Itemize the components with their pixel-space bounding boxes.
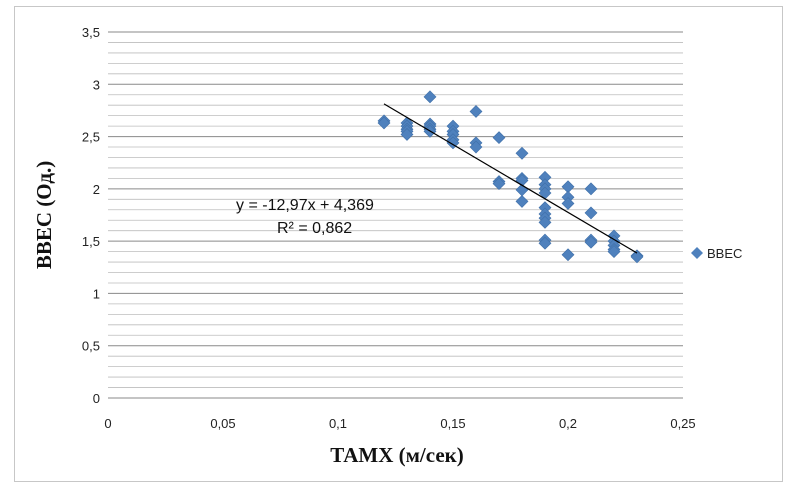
x-tick-label: 0,1 xyxy=(329,416,347,431)
data-point xyxy=(423,90,437,104)
data-point xyxy=(469,140,483,154)
data-point xyxy=(492,177,506,191)
data-point xyxy=(561,197,575,210)
data-points xyxy=(377,90,644,264)
x-tick-label: 0,25 xyxy=(670,416,695,431)
data-point xyxy=(584,206,598,220)
trendline xyxy=(383,103,638,254)
data-point xyxy=(377,116,391,130)
y-tick-label: 1,5 xyxy=(82,234,100,249)
data-point xyxy=(400,128,414,141)
y-tick-label: 3,5 xyxy=(82,25,100,40)
y-tick-label: 0 xyxy=(93,391,100,406)
x-axis-title: ТАМХ (м/сек) xyxy=(330,443,464,467)
data-point xyxy=(561,248,575,262)
chart-area xyxy=(14,6,783,482)
trendline-r-squared: R² = 0,862 xyxy=(277,220,352,237)
x-tick-label: 0,2 xyxy=(559,416,577,431)
data-point xyxy=(515,194,529,208)
y-tick-label: 2,5 xyxy=(82,130,100,145)
data-point xyxy=(469,105,483,118)
y-tick-label: 3 xyxy=(93,77,100,92)
data-point xyxy=(538,215,552,229)
y-tick-label: 0,5 xyxy=(82,339,100,354)
y-axis-ticks: 0 0,5 1 1,5 2 2,5 3 3,5 xyxy=(82,25,100,406)
x-tick-label: 0 xyxy=(104,416,111,431)
trendline-equation: y = -12,97x + 4,369 xyxy=(236,197,374,214)
legend: ВВЕС xyxy=(691,246,742,261)
data-point xyxy=(515,146,529,160)
legend-label: ВВЕС xyxy=(707,246,742,261)
data-point xyxy=(538,236,552,250)
x-tick-label: 0,05 xyxy=(210,416,235,431)
data-point xyxy=(492,131,506,145)
y-tick-label: 2 xyxy=(93,182,100,197)
data-point xyxy=(584,235,598,249)
data-point xyxy=(446,136,460,150)
x-axis-ticks: 0 0,05 0,1 0,15 0,2 0,25 xyxy=(104,416,695,431)
grid-lines xyxy=(108,31,683,399)
y-axis-title: ВВЕС (Од.) xyxy=(32,161,56,269)
x-tick-label: 0,15 xyxy=(440,416,465,431)
data-point xyxy=(607,245,621,259)
legend-marker-diamond xyxy=(691,247,703,259)
data-point xyxy=(630,250,644,264)
data-point xyxy=(584,182,598,196)
y-tick-label: 1 xyxy=(93,286,100,301)
